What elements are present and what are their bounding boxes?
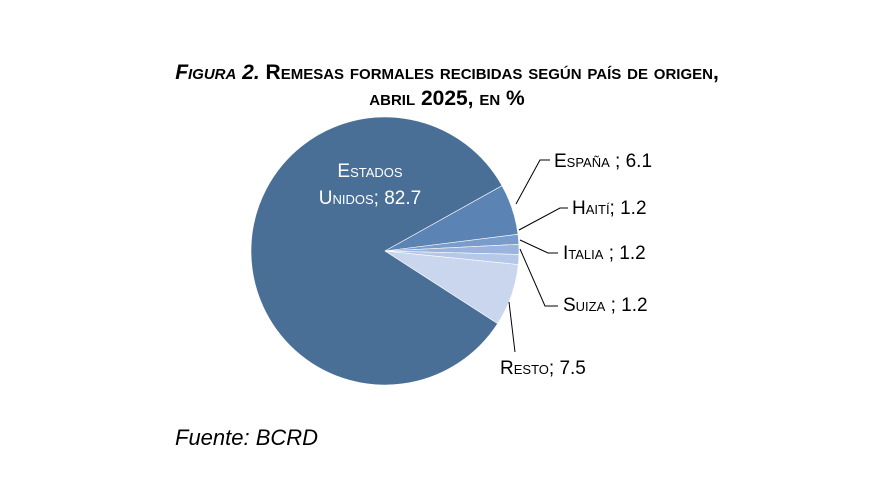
- source-note: Fuente: BCRD: [175, 425, 319, 450]
- pie-slice-estados-unidos: [250, 116, 503, 386]
- data-label-italia: Italia ; 1.2: [563, 243, 646, 264]
- chart-title-line1: Figura 2. Remesas formales recibidas seg…: [0, 60, 894, 86]
- leader-line-espana: [515, 159, 550, 205]
- data-label-estados-unidos-line2: Unidos; 82.7: [319, 188, 421, 209]
- leader-line-haiti: [518, 207, 568, 231]
- data-label-haiti: Haití; 1.2: [572, 198, 647, 219]
- data-label-estados-unidos-line1: Estados: [337, 161, 402, 182]
- pie-slice-suiza: [384, 250, 520, 265]
- chart-title-text: Remesas formales recibidas según país de…: [259, 61, 719, 84]
- data-label-espana: España ; 6.1: [554, 151, 652, 172]
- figure-label: Figura 2.: [175, 61, 260, 84]
- data-label-suiza: Suiza ; 1.2: [563, 295, 648, 316]
- data-label-resto: Resto; 7.5: [500, 358, 586, 379]
- leader-line-italia: [519, 239, 558, 254]
- chart-title-line2: abril 2025, en %: [369, 87, 525, 110]
- leader-line-suiza: [519, 248, 558, 307]
- leader-line-resto: [508, 301, 516, 353]
